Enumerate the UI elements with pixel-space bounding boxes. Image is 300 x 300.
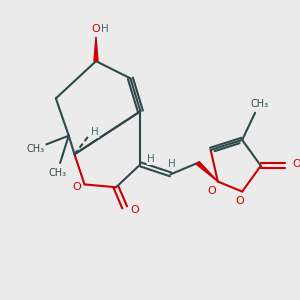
Text: H: H [101,24,109,34]
Text: H: H [147,154,155,164]
Text: O: O [72,182,81,192]
Polygon shape [94,37,98,61]
Text: CH₃: CH₃ [250,99,268,109]
Text: O: O [207,186,216,196]
Text: CH₃: CH₃ [49,168,67,178]
Text: H: H [168,159,176,169]
Text: CH₃: CH₃ [27,144,45,154]
Polygon shape [196,161,218,182]
Text: O: O [91,24,100,34]
Text: O: O [292,159,300,169]
Text: O: O [130,205,139,214]
Text: O: O [235,196,244,206]
Text: H: H [91,127,98,137]
